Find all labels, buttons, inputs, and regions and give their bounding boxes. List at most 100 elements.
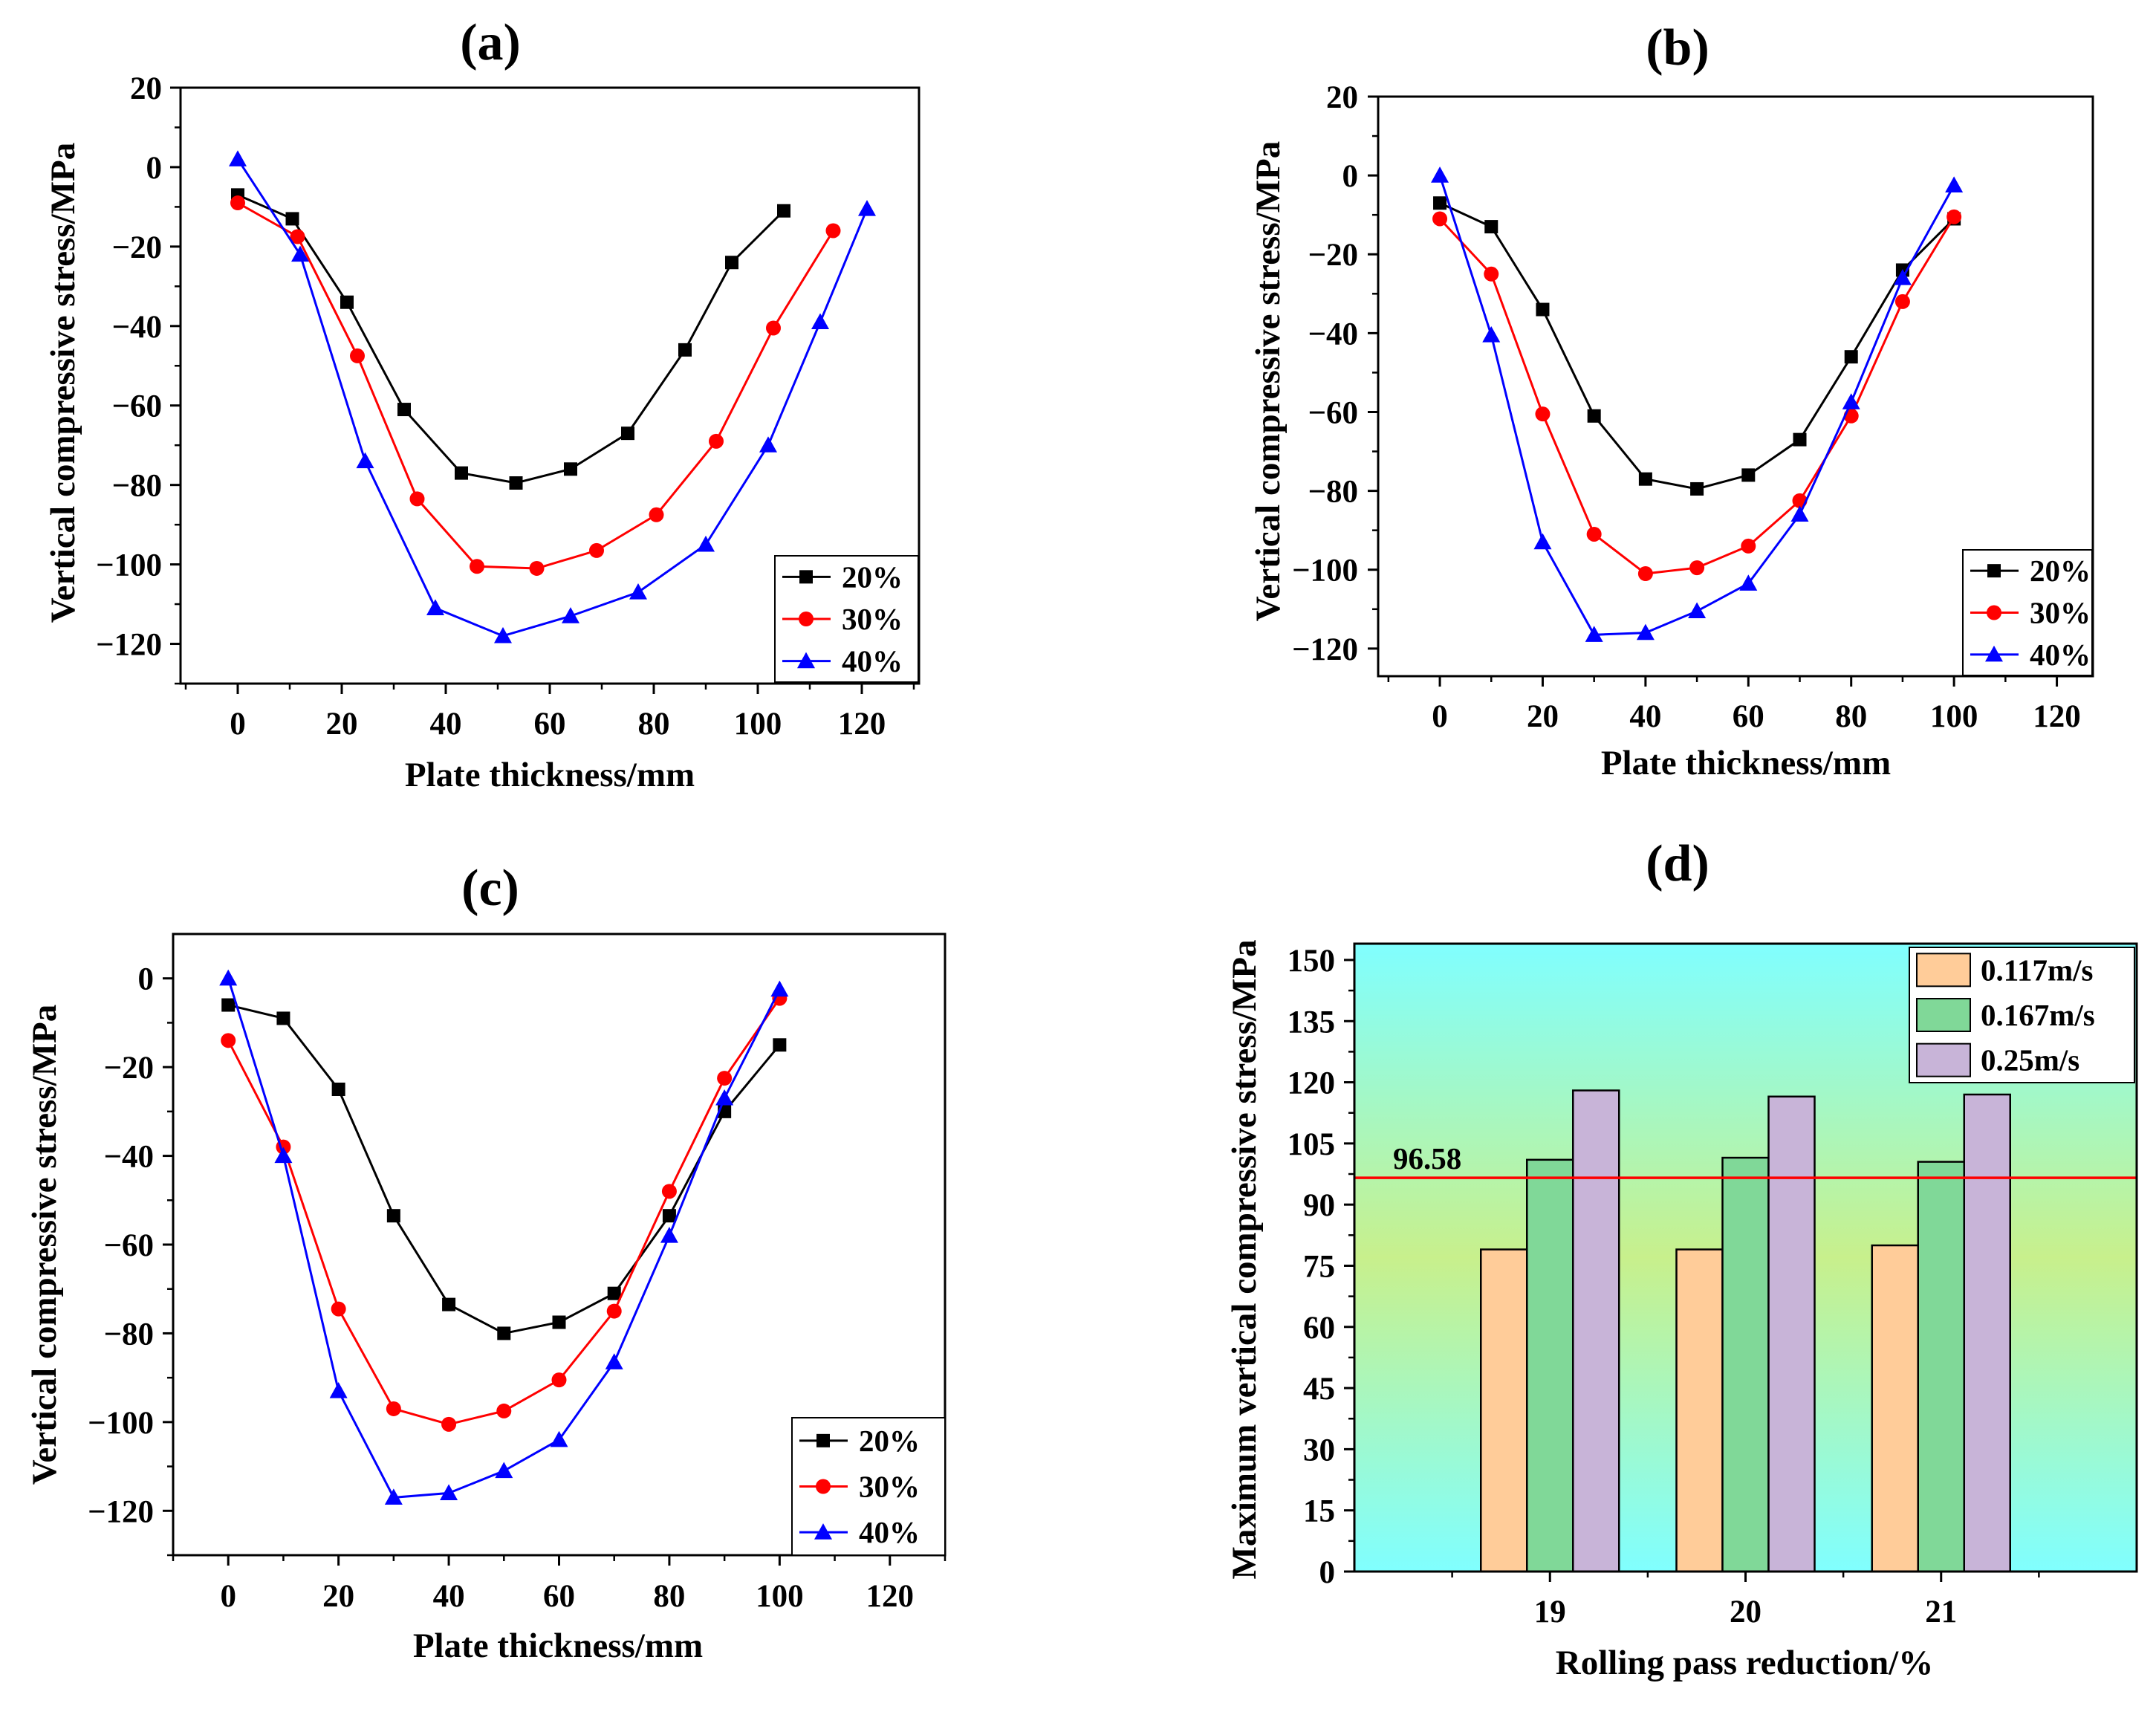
- y-tick-label-a: −20: [111, 230, 162, 265]
- data-point-b-2: [1945, 176, 1964, 192]
- data-point-a-1: [409, 491, 425, 507]
- data-point-c-0: [331, 1083, 345, 1096]
- data-point-c-1: [331, 1301, 346, 1317]
- bar-1-2: [1767, 1095, 1816, 1573]
- data-point-c-1: [496, 1403, 512, 1418]
- data-point-b-1: [1586, 526, 1602, 542]
- data-point-b-1: [1741, 538, 1756, 554]
- data-point-b-2: [1533, 533, 1552, 550]
- data-point-b-0: [1638, 472, 1652, 486]
- x-tick-label-b: 80: [1835, 699, 1867, 734]
- y-tick-label-c: −120: [88, 1494, 154, 1529]
- panel-label-c: (c): [461, 860, 519, 917]
- y-tick-label-d: 90: [1303, 1188, 1335, 1223]
- y-tick-label-c: −40: [103, 1140, 154, 1175]
- legend-marker-a-2: [797, 652, 815, 669]
- x-tick-label-b: 40: [1629, 699, 1661, 734]
- x-tick-label-c: 40: [433, 1579, 465, 1614]
- y-tick-label-c: −100: [88, 1406, 154, 1441]
- data-point-c-0: [221, 998, 236, 1012]
- data-point-a-0: [509, 476, 523, 490]
- x-tick-label-a: 120: [838, 707, 886, 742]
- data-point-c-0: [552, 1315, 566, 1329]
- x-axis-title-b: Plate thickness/mm: [1601, 744, 1891, 782]
- data-point-c-2: [605, 1353, 623, 1369]
- data-point-a-0: [621, 427, 634, 441]
- x-tick-label-c: 0: [220, 1579, 236, 1614]
- data-point-c-0: [773, 1038, 787, 1052]
- bar-2-0: [1871, 1244, 1919, 1573]
- y-tick-label-a: −60: [111, 389, 162, 424]
- legend-swatch-d-2: [1916, 1042, 1971, 1077]
- data-point-c-0: [386, 1209, 400, 1223]
- x-tick-label-a: 40: [430, 707, 462, 742]
- y-axis-title-c: Vertical compressive stress/MPa: [25, 1005, 64, 1485]
- legend-label-a-1: 30%: [842, 602, 903, 636]
- x-tick-label-c: 20: [322, 1579, 354, 1614]
- data-point-b-2: [1585, 626, 1603, 642]
- y-tick-label-c: −80: [103, 1317, 154, 1352]
- data-point-a-0: [564, 462, 577, 476]
- y-axis-title-b: Vertical compressive stress/MPa: [1249, 141, 1288, 622]
- data-point-c-2: [660, 1227, 678, 1243]
- y-tick-label-b: −120: [1292, 632, 1358, 667]
- legend-label-d-1: 0.167m/s: [1981, 998, 2095, 1032]
- y-tick-label-a: −120: [96, 628, 162, 663]
- data-point-a-2: [629, 583, 647, 600]
- x-tick-label-b: 60: [1733, 699, 1764, 734]
- legend-marker-c-0: [816, 1433, 830, 1447]
- data-point-c-2: [219, 969, 238, 986]
- y-tick-label-d: 120: [1288, 1066, 1336, 1101]
- data-point-a-1: [290, 229, 305, 244]
- data-point-b-0: [1587, 409, 1601, 423]
- data-point-a-2: [291, 245, 309, 262]
- y-tick-label-d: 0: [1319, 1555, 1336, 1590]
- x-tick-label-b: 20: [1527, 699, 1559, 734]
- data-point-a-1: [230, 195, 245, 211]
- legend-marker-b-1: [1987, 605, 2001, 620]
- legend-marker-a-0: [799, 570, 813, 584]
- x-tick-label-a: 60: [534, 707, 566, 742]
- bar-0-1: [1526, 1158, 1574, 1573]
- x-tick-label-c: 80: [653, 1579, 685, 1614]
- data-point-b-2: [1431, 166, 1449, 183]
- y-tick-label-d: 15: [1303, 1494, 1335, 1529]
- data-point-a-0: [397, 403, 411, 417]
- data-point-a-0: [777, 204, 790, 218]
- legend-label-a-2: 40%: [842, 644, 903, 678]
- y-tick-label-a: −100: [96, 548, 162, 583]
- series-line-c-2: [227, 978, 781, 1499]
- data-point-b-1: [1535, 406, 1551, 422]
- legend-marker-c-2: [814, 1523, 832, 1540]
- data-point-a-2: [759, 436, 777, 453]
- data-point-b-1: [1432, 211, 1448, 227]
- legend-label-b-2: 40%: [2030, 638, 2091, 672]
- data-point-b-1: [1484, 266, 1499, 282]
- data-point-a-2: [562, 607, 579, 623]
- x-tick-label-d: 21: [1925, 1595, 1957, 1629]
- y-axis-title-d: Maximum vertical compressive stress/MPa: [1225, 939, 1264, 1579]
- x-tick-label-a: 80: [638, 707, 670, 742]
- x-tick-label-a: 100: [734, 707, 782, 742]
- y-axis-title-a: Vertical compressive stress/MPa: [44, 143, 82, 623]
- legend-label-d-0: 0.117m/s: [1981, 953, 2094, 987]
- y-tick-label-b: −80: [1308, 475, 1358, 510]
- y-tick-label-d: 105: [1288, 1127, 1336, 1162]
- data-point-c-0: [497, 1326, 511, 1340]
- series-line-a-0: [237, 193, 785, 484]
- x-tick-label-d: 20: [1730, 1595, 1762, 1629]
- bar-0-0: [1480, 1248, 1528, 1573]
- data-point-c-2: [715, 1089, 734, 1106]
- data-point-b-2: [1739, 574, 1758, 591]
- legend-label-c-0: 20%: [859, 1424, 920, 1458]
- x-tick-label-c: 60: [543, 1579, 575, 1614]
- data-point-a-0: [340, 295, 354, 309]
- data-point-b-1: [1946, 209, 1962, 224]
- data-point-c-2: [495, 1462, 513, 1479]
- data-point-a-2: [426, 599, 444, 616]
- legend-marker-c-1: [816, 1479, 831, 1494]
- legend-marker-b-0: [1987, 564, 2001, 578]
- data-point-b-1: [1637, 566, 1653, 582]
- legend-marker-a-1: [799, 612, 814, 626]
- panel-label-b: (b): [1646, 19, 1709, 77]
